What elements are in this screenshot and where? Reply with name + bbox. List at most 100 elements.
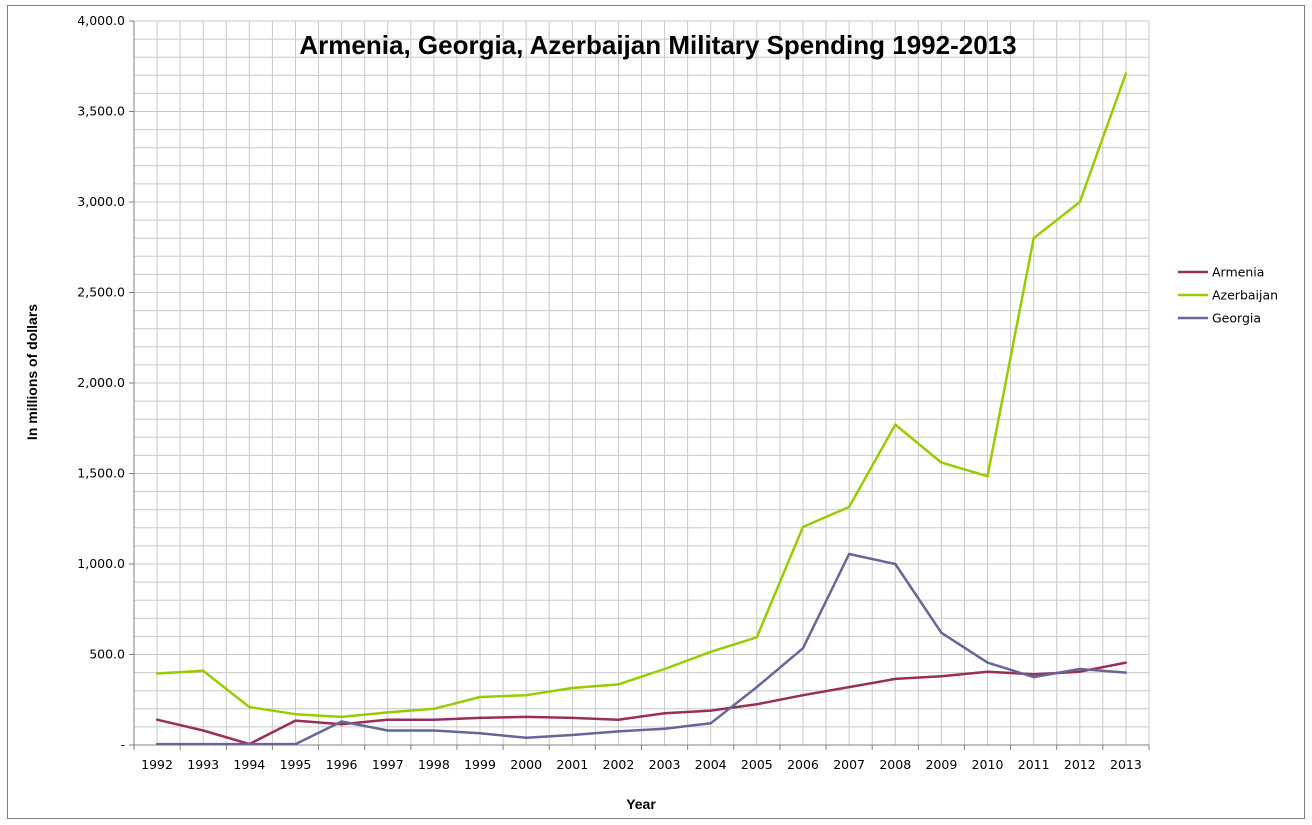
data-point-georgia — [386, 729, 389, 732]
data-point-armenia — [709, 709, 712, 712]
data-point-azerbaijan — [894, 423, 897, 426]
x-tick-label: 2012 — [1064, 757, 1096, 772]
x-tick-label: 2003 — [649, 757, 681, 772]
data-point-georgia — [524, 736, 528, 739]
data-point-armenia — [755, 703, 759, 706]
data-point-armenia — [294, 719, 297, 722]
series-line-armenia — [156, 661, 1127, 746]
data-point-georgia — [847, 552, 851, 556]
data-point-azerbaijan — [755, 636, 759, 639]
y-tick-label: 1,000.0 — [77, 556, 125, 571]
y-tick-label: - — [120, 737, 125, 752]
data-point-armenia — [617, 718, 620, 721]
data-point-azerbaijan — [571, 686, 574, 690]
data-point-azerbaijan — [847, 505, 851, 509]
data-point-azerbaijan — [294, 713, 297, 716]
data-point-georgia — [1078, 667, 1081, 671]
data-point-georgia — [432, 729, 436, 732]
y-tick-label: 3,500.0 — [77, 104, 125, 119]
chart-title: Armenia, Georgia, Azerbaijan Military Sp… — [299, 30, 1016, 60]
data-point-azerbaijan — [801, 525, 805, 529]
series-lines — [155, 72, 1128, 746]
data-point-georgia — [340, 720, 343, 723]
data-point-armenia — [940, 675, 943, 678]
x-tick-label: 2001 — [556, 757, 588, 772]
y-tick-label: 2,500.0 — [77, 285, 125, 300]
data-point-georgia — [248, 742, 251, 746]
data-point-armenia — [894, 677, 897, 681]
legend-label-armenia: Armenia — [1212, 265, 1264, 280]
data-point-azerbaijan — [709, 650, 712, 653]
legend: Armenia Azerbaijan Georgia — [1178, 265, 1278, 326]
gridlines — [133, 20, 1150, 745]
y-tick-label: 1,500.0 — [77, 466, 125, 481]
data-point-armenia — [340, 722, 343, 726]
x-tick-label: 1992 — [141, 757, 173, 772]
x-tick-label: 2007 — [833, 757, 865, 772]
x-tick-label: 2013 — [1110, 757, 1142, 772]
chart-frame: - 500.0 1,000.0 1,500.0 2,000.0 2,500.0 3,000.… — [7, 5, 1305, 819]
x-tick-label: 2004 — [695, 757, 727, 772]
x-tick-label: 2009 — [925, 757, 957, 772]
data-point-azerbaijan — [432, 707, 436, 710]
data-point-azerbaijan — [248, 705, 251, 709]
data-point-georgia — [202, 742, 205, 746]
data-point-azerbaijan — [986, 475, 989, 478]
data-point-armenia — [801, 694, 805, 697]
x-tick-label: 1998 — [418, 757, 450, 772]
data-point-armenia — [478, 716, 482, 720]
x-tick-label: 2011 — [1018, 757, 1050, 772]
data-point-georgia — [986, 661, 989, 664]
data-point-azerbaijan — [340, 715, 343, 719]
data-point-armenia — [663, 712, 666, 715]
data-point-georgia — [663, 727, 666, 730]
data-point-georgia — [1032, 675, 1035, 679]
data-point-armenia — [571, 716, 574, 720]
axes: - 500.0 1,000.0 1,500.0 2,000.0 2,500.0 3,000.… — [77, 13, 1150, 772]
series-line-georgia — [157, 552, 1126, 746]
x-axis-title: Year — [626, 796, 656, 812]
x-tick-label: 2002 — [603, 757, 635, 772]
data-point-georgia — [801, 646, 805, 650]
data-point-georgia — [294, 742, 297, 746]
data-point-georgia — [571, 733, 574, 737]
data-point-georgia — [755, 685, 759, 689]
data-point-armenia — [155, 718, 159, 721]
data-point-azerbaijan — [940, 461, 943, 464]
data-point-georgia — [940, 631, 943, 634]
data-point-armenia — [386, 718, 389, 721]
data-point-georgia — [478, 732, 482, 735]
data-point-azerbaijan — [155, 672, 159, 675]
y-tick-label: 4,000.0 — [77, 13, 125, 28]
y-axis-title: In millions of dollars — [24, 304, 40, 440]
x-tick-label: 2000 — [510, 757, 542, 772]
data-point-armenia — [986, 670, 989, 673]
data-point-azerbaijan — [617, 683, 620, 686]
data-point-armenia — [1032, 673, 1035, 676]
x-tick-label: 1999 — [464, 757, 496, 772]
y-tick-label: 2,000.0 — [77, 375, 125, 390]
x-tick-label: 1994 — [233, 757, 265, 772]
data-point-georgia — [617, 730, 620, 733]
x-tick-label: 2005 — [741, 757, 773, 772]
x-tick-label: 2008 — [879, 757, 911, 772]
y-tick-label: 500.0 — [89, 647, 125, 662]
data-point-armenia — [202, 729, 205, 732]
data-point-armenia — [847, 685, 851, 689]
x-tick-label: 1997 — [372, 757, 404, 772]
data-point-armenia — [1124, 661, 1128, 664]
y-tick-label: 3,000.0 — [77, 194, 125, 209]
data-point-azerbaijan — [386, 711, 389, 714]
data-point-azerbaijan — [1032, 237, 1035, 240]
data-point-georgia — [155, 742, 159, 746]
data-point-armenia — [1078, 670, 1081, 673]
line-chart: - 500.0 1,000.0 1,500.0 2,000.0 2,500.0 3,000.… — [24, 13, 1278, 812]
x-tick-label: 1993 — [187, 757, 219, 772]
data-point-azerbaijan — [663, 667, 666, 671]
legend-label-azerbaijan: Azerbaijan — [1212, 288, 1278, 303]
data-point-azerbaijan — [478, 695, 482, 699]
data-point-azerbaijan — [1124, 72, 1128, 75]
data-point-azerbaijan — [524, 694, 528, 697]
data-point-georgia — [709, 722, 712, 725]
series-line-azerbaijan — [157, 73, 1128, 719]
